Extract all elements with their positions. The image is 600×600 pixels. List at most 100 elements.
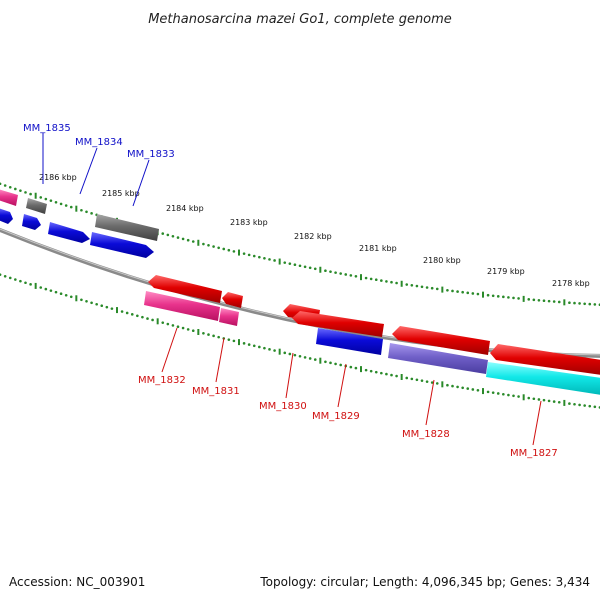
gene-label-mm-1829[interactable]: MM_1829	[312, 411, 360, 422]
scale-dot	[0, 273, 2, 276]
gene-arrow-cyan-1827[interactable]	[486, 362, 600, 395]
scale-dot	[181, 326, 185, 330]
scale-dot	[456, 385, 459, 389]
gene-arrow-purple-1828[interactable]	[388, 343, 488, 374]
scale-dot	[49, 289, 53, 292]
gene-arrow-pink-1831[interactable]	[219, 308, 239, 326]
gene-label-mm-1830[interactable]: MM_1830	[259, 401, 307, 412]
scale-dot	[186, 328, 190, 331]
scale-dot	[557, 300, 561, 304]
scale-dot	[435, 382, 439, 385]
scale-dot	[176, 236, 180, 239]
scale-dot	[222, 247, 226, 251]
scale-dot	[451, 384, 454, 388]
scale-dot	[471, 292, 475, 295]
scale-dot	[24, 191, 27, 194]
scale-dot	[354, 366, 358, 370]
scale-dot	[390, 373, 393, 377]
scale-dot	[14, 187, 17, 191]
scale-dot	[166, 233, 170, 237]
scale-dot	[263, 256, 266, 260]
scale-dot	[578, 302, 581, 305]
gene-arrow-gray-small[interactable]	[26, 198, 47, 214]
scale-dot	[308, 357, 312, 360]
scale-dot	[466, 291, 470, 295]
scale-dot	[191, 329, 195, 332]
scale-dot	[395, 281, 398, 285]
scale-dot	[8, 185, 12, 189]
gene-label-mm-1828[interactable]: MM_1828	[402, 429, 450, 440]
scale-dot	[125, 311, 129, 315]
scale-dot	[374, 370, 378, 374]
gene-arrow-gray-long[interactable]	[95, 214, 159, 241]
gene-arrow-red-1831[interactable]	[222, 292, 243, 308]
scale-dot	[491, 391, 495, 394]
scale-dot	[532, 397, 536, 401]
scale-track-bottom	[0, 273, 600, 409]
scale-dot	[334, 271, 337, 274]
gene-arrow-red-1829[interactable]	[292, 311, 384, 337]
scale-dot	[364, 368, 368, 372]
scale-dot	[430, 286, 434, 290]
gene-arrow-red-1832a[interactable]	[148, 275, 222, 303]
scale-dot	[552, 400, 556, 403]
scale-dot	[212, 245, 215, 248]
scale-dot	[80, 298, 83, 302]
gene-arrow-blue-left[interactable]	[0, 208, 13, 224]
gene-arrow-blue-small[interactable]	[22, 214, 41, 230]
gene-label-mm-1833[interactable]: MM_1833	[127, 149, 175, 160]
top-gene-labels: MM_1835 MM_1834 MM_1833	[23, 123, 175, 207]
scale-dot	[0, 182, 2, 186]
scale-dot	[288, 262, 292, 265]
scale-dot	[146, 317, 149, 320]
scale-dot	[105, 305, 109, 309]
scale-dot	[207, 333, 210, 336]
scale-dot	[502, 392, 505, 396]
scale-dot	[69, 205, 73, 209]
scale-dot	[242, 252, 246, 256]
scale-dot	[268, 258, 271, 261]
scale-dot	[24, 281, 27, 285]
scale-dot	[476, 292, 480, 296]
gene-label-mm-1831[interactable]: MM_1831	[192, 386, 240, 397]
scale-dot	[415, 284, 419, 288]
scale-dot	[507, 296, 510, 299]
scale-dot	[390, 280, 393, 284]
scale-dot	[176, 325, 180, 329]
scale-dot	[491, 294, 495, 298]
gene-arrow-blue-long[interactable]	[90, 232, 154, 258]
scale-dot	[85, 299, 88, 303]
gene-arrow-red-1827[interactable]	[490, 344, 600, 375]
scale-dot	[425, 286, 429, 289]
scale-dot	[446, 383, 449, 387]
scale-dot	[44, 197, 48, 201]
gene-arrow-blue-medium[interactable]	[48, 222, 90, 243]
scale-dot	[64, 204, 68, 207]
gene-arrow-blue-1829[interactable]	[316, 328, 383, 355]
gene-label-mm-1835[interactable]: MM_1835	[23, 123, 71, 134]
gene-arrow-pink-1832[interactable]	[144, 291, 220, 321]
gene-label-mm-1832[interactable]: MM_1832	[138, 375, 186, 386]
scale-dot	[461, 290, 464, 294]
scale-dot	[141, 315, 144, 319]
scale-dot	[486, 390, 490, 394]
gene-arrow-red-1828[interactable]	[392, 326, 490, 355]
scale-dot	[151, 318, 154, 322]
scale-dot	[283, 351, 287, 355]
genome-backbone	[0, 227, 600, 358]
scale-dot	[207, 243, 210, 247]
gene-label-mm-1827[interactable]: MM_1827	[510, 448, 558, 459]
scale-dot	[44, 287, 48, 291]
kbp-label: 2179 kbp	[487, 267, 525, 276]
scale-dot	[517, 297, 520, 300]
scale-dot	[583, 404, 586, 407]
bottom-gene-labels: MM_1832 MM_1831 MM_1830 MM_1829 MM_1828 …	[138, 327, 558, 459]
scale-dot	[476, 388, 480, 392]
scale-dot	[456, 290, 459, 293]
scale-dot	[568, 301, 571, 305]
gene-label-mm-1834[interactable]: MM_1834	[75, 137, 123, 148]
scale-dot	[512, 296, 515, 300]
scale-dot	[247, 253, 251, 257]
scale-dot	[573, 301, 576, 305]
gene-arrow-pink-left[interactable]	[0, 189, 18, 206]
